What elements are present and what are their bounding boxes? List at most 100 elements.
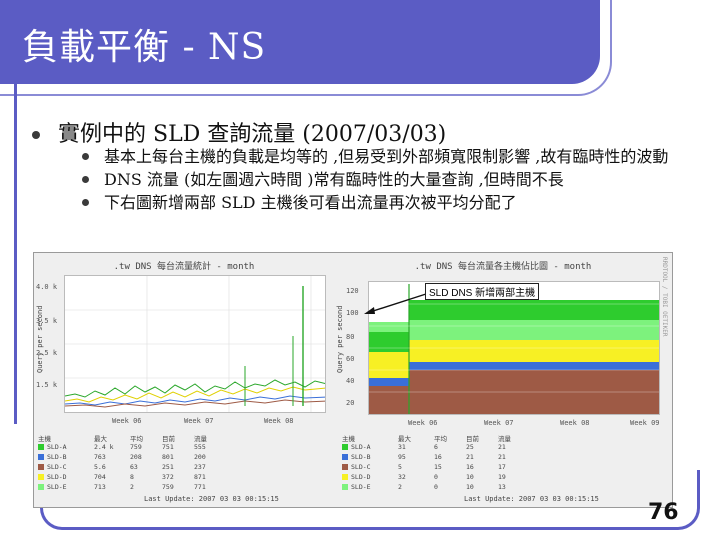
legend-cell: 19 xyxy=(498,473,506,481)
legend-cell: 6 xyxy=(434,443,438,451)
left-last-update: Last Update: 2007 03 03 00:15:15 xyxy=(144,495,279,503)
legend-cell: 10 xyxy=(466,483,474,491)
legend-cell: 372 xyxy=(162,473,174,481)
legend-swatch xyxy=(38,484,44,490)
legend-cell: 17 xyxy=(498,463,506,471)
left-chart-title: .tw DNS 每台流量統計 - month xyxy=(113,262,255,272)
right-y-axis-label: Query per second xyxy=(336,305,344,373)
title-band-outline xyxy=(0,0,612,96)
legend-cell: 5 xyxy=(398,463,402,471)
legend-cell: 15 xyxy=(434,463,442,471)
right-last-update: Last Update: 2007 03 03 00:15:15 xyxy=(464,495,599,503)
legend-cell: 10 xyxy=(466,473,474,481)
legend-cell: 25 xyxy=(466,443,474,451)
left-traffic-graph xyxy=(65,276,325,412)
left-x-tick: Week 06 xyxy=(112,417,142,425)
right-x-tick: Week 07 xyxy=(484,419,514,427)
legend-cell: 16 xyxy=(434,453,442,461)
right-y-tick: 100 xyxy=(346,309,359,317)
right-chart-title: .tw DNS 每台流量各主機佔比圖 - month xyxy=(414,262,592,272)
legend-swatch xyxy=(38,464,44,470)
sub-bullet-list: 基本上每台主機的負載是均等的 ,但易受到外部頻寬限制影響 ,故有臨時性的波動 D… xyxy=(82,146,682,215)
left-y-axis-label: Query per second xyxy=(36,305,44,373)
legend-cell: SLD-D xyxy=(47,473,67,481)
legend-cell: 主機 xyxy=(38,435,51,443)
right-legend-row: SLD-E 2 0 10 13 xyxy=(342,483,506,491)
legend-cell: 2.4 k xyxy=(94,443,114,451)
left-x-tick: Week 08 xyxy=(264,417,294,425)
legend-cell: 21 xyxy=(466,453,474,461)
left-legend-row: SLD-C 5.6 63 251 237 xyxy=(38,463,206,471)
right-y-tick: 80 xyxy=(346,333,355,341)
legend-cell: 759 xyxy=(162,483,174,491)
legend-cell: SLD-B xyxy=(47,453,67,461)
legend-cell: 713 xyxy=(94,483,106,491)
legend-cell: 763 xyxy=(94,453,106,461)
right-legend-header: 主機 最大 平均 目前 流量 xyxy=(342,433,511,443)
slide-title: 負載平衡 - NS xyxy=(22,27,267,68)
legend-cell: 251 xyxy=(162,463,174,471)
right-legend-row: SLD-C 5 15 16 17 xyxy=(342,463,506,471)
right-y-tick: 40 xyxy=(346,377,355,385)
legend-cell: SLD-C xyxy=(47,463,67,471)
main-bullet-text: 實例中的 SLD 查詢流量 (2007/03/03) xyxy=(58,122,447,147)
right-y-tick: 20 xyxy=(346,399,355,407)
legend-cell: 2 xyxy=(398,483,402,491)
legend-cell: 21 xyxy=(498,453,506,461)
left-legend-header: 主機 最大 平均 目前 流量 xyxy=(38,433,207,443)
legend-swatch xyxy=(38,444,44,450)
legend-cell: 目前 xyxy=(466,435,479,443)
legend-cell: 平均 xyxy=(130,435,143,443)
frame-left-line xyxy=(14,84,17,424)
right-legend-row: SLD-A 31 6 25 21 xyxy=(342,443,506,451)
legend-cell: 759 xyxy=(130,443,142,451)
legend-swatch xyxy=(342,454,348,460)
sub-bullet-text: DNS 流量 (如左圖週六時間 )常有臨時性的大量查詢 ,但時間不長 xyxy=(104,170,564,189)
right-y-tick: 120 xyxy=(346,287,359,295)
legend-cell: 8 xyxy=(130,473,134,481)
main-bullet: 實例中的 SLD 查詢流量 (2007/03/03) xyxy=(32,116,446,148)
left-x-tick: Week 07 xyxy=(184,417,214,425)
right-traffic-graph xyxy=(369,282,659,414)
legend-cell: 801 xyxy=(162,453,174,461)
legend-cell: 最大 xyxy=(398,435,411,443)
legend-cell: 流量 xyxy=(194,435,207,443)
left-legend-row: SLD-A 2.4 k 759 751 555 xyxy=(38,443,206,451)
legend-swatch xyxy=(38,474,44,480)
legend-cell: 63 xyxy=(130,463,138,471)
legend-cell: 704 xyxy=(94,473,106,481)
legend-cell: 平均 xyxy=(434,435,447,443)
legend-swatch xyxy=(342,464,348,470)
left-y-tick: 2.5 k xyxy=(36,349,58,357)
legend-cell: SLD-B xyxy=(351,453,371,461)
left-legend-row: SLD-B 763 208 801 200 xyxy=(38,453,206,461)
bullet-dot-icon xyxy=(82,153,89,160)
legend-cell: 871 xyxy=(194,473,206,481)
left-y-tick: 4.0 k xyxy=(36,283,58,291)
legend-cell: 13 xyxy=(498,483,506,491)
legend-cell: 0 xyxy=(434,473,438,481)
right-x-tick: Week 08 xyxy=(560,419,590,427)
legend-cell: 目前 xyxy=(162,435,175,443)
page-number: 76 xyxy=(648,500,679,525)
sub-bullet: DNS 流量 (如左圖週六時間 )常有臨時性的大量查詢 ,但時間不長 xyxy=(82,169,682,190)
right-side-text: RRDTOOL / TOBI OETIKER xyxy=(661,257,668,337)
left-traffic-panel: .tw DNS 每台流量統計 - month Query per second … xyxy=(34,253,334,507)
legend-swatch xyxy=(342,474,348,480)
legend-cell: 流量 xyxy=(498,435,511,443)
legend-cell: 751 xyxy=(162,443,174,451)
legend-cell: 0 xyxy=(434,483,438,491)
legend-cell: 237 xyxy=(194,463,206,471)
legend-cell: 31 xyxy=(398,443,406,451)
annotation-label: SLD DNS 新增兩部主機 xyxy=(425,283,540,300)
legend-cell: SLD-D xyxy=(351,473,371,481)
legend-cell: 2 xyxy=(130,483,134,491)
left-plot-area xyxy=(64,275,326,413)
bullet-dot-icon xyxy=(32,131,40,139)
legend-cell: SLD-C xyxy=(351,463,371,471)
bullet-dot-icon xyxy=(82,199,89,206)
legend-cell: 5.6 xyxy=(94,463,106,471)
traffic-screenshot: .tw DNS 每台流量統計 - month Query per second … xyxy=(33,252,673,508)
legend-cell: 208 xyxy=(130,453,142,461)
legend-cell: 16 xyxy=(466,463,474,471)
